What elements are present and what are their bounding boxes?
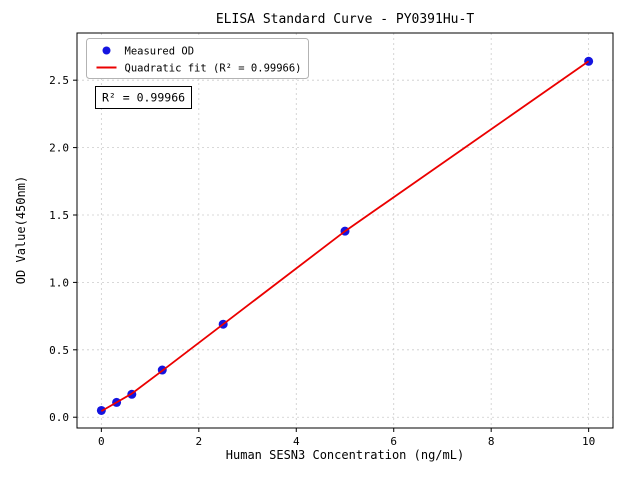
data-series: [96, 56, 594, 415]
x-tick-label: 2: [196, 435, 203, 448]
legend-marker-dot: [102, 46, 111, 55]
x-tick-label: 10: [582, 435, 595, 448]
x-axis-label: Human SESN3 Concentration (ng/mL): [226, 448, 464, 462]
y-tick-label: 2.0: [49, 142, 69, 155]
legend-label: Quadratic fit (R² = 0.99966): [125, 63, 302, 75]
plot-border: [76, 32, 614, 429]
x-tick-label: 4: [293, 435, 300, 448]
legend-box: [86, 38, 309, 79]
legend: Measured OD Quadratic fit (R² = 0.99966): [86, 38, 309, 79]
legend-label: Measured OD: [125, 46, 195, 58]
y-tick-label: 0.0: [49, 411, 69, 424]
annotation-text: R² = 0.99966: [102, 91, 185, 105]
y-tick-label: 0.5: [49, 344, 69, 357]
fit-line: [100, 60, 590, 412]
y-tick-label: 1.5: [49, 209, 69, 222]
x-tick-label: 8: [488, 435, 495, 448]
annotation-box: [95, 86, 192, 109]
axis-ticks: 0 2 4 6 8 10 0.0 0.5 1.0 1.5 2.0 2.5: [49, 74, 595, 448]
r-squared-annotation: R² = 0.99966: [95, 86, 192, 109]
y-tick-label: 2.5: [49, 74, 69, 87]
x-tick-label: 6: [390, 435, 397, 448]
chart-title: ELISA Standard Curve - PY0391Hu-T: [216, 12, 474, 27]
y-tick-label: 1.0: [49, 276, 69, 289]
y-axis-label: OD Value(450nm): [14, 176, 28, 284]
x-tick-label: 0: [98, 435, 105, 448]
